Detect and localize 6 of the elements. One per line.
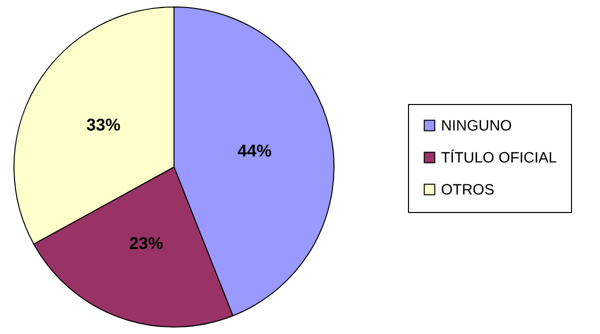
data-label: 33% <box>86 115 120 134</box>
legend-label: NINGUNO <box>441 118 512 134</box>
data-label: 23% <box>129 234 164 254</box>
legend-label: OTROS <box>441 182 494 198</box>
legend-label: TÍTULO OFICIAL <box>441 148 557 166</box>
data-label: 44% <box>238 142 272 161</box>
